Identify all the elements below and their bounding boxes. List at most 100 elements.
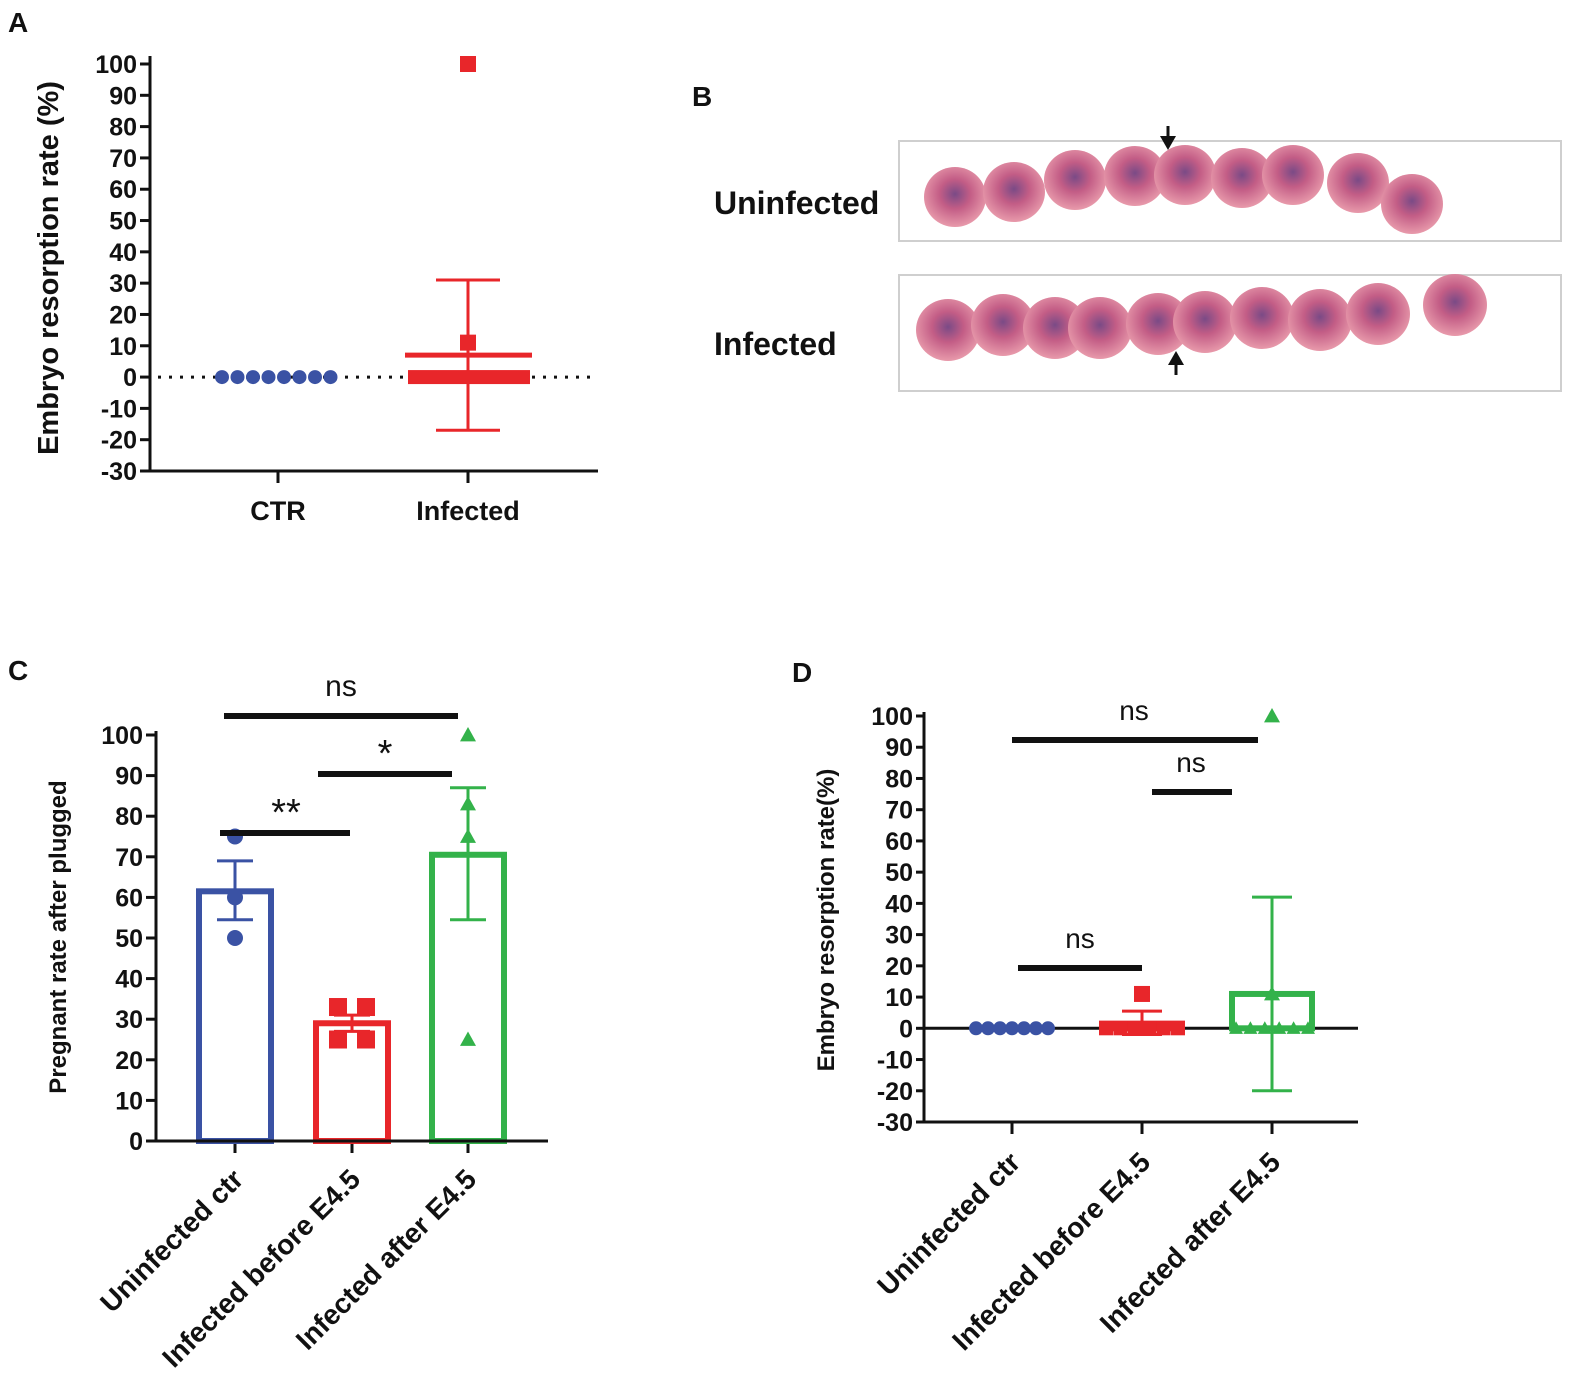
y-tick-label: 0 <box>899 1015 913 1043</box>
data-point-ctr <box>215 370 229 385</box>
y-tick-label: 0 <box>129 1128 143 1156</box>
chart-d-plot <box>922 708 1358 1124</box>
y-tick-label: 30 <box>885 922 913 950</box>
sig-label-d-ns-wide: ns <box>1119 695 1149 726</box>
chart-d-ylabel: Embryo resorption rate(%) <box>813 769 840 1072</box>
embryo <box>971 294 1035 356</box>
y-tick-label: 40 <box>109 239 137 267</box>
chart-c-ylabel: Pregnant rate after plugged <box>45 780 72 1093</box>
chart-a-ylabel: Embryo resorption rate (%) <box>33 81 65 455</box>
embryo <box>1423 274 1487 336</box>
data-point-ctr <box>261 370 276 385</box>
y-tick-label: 60 <box>115 884 143 912</box>
data-point-ctr <box>277 370 291 385</box>
data-point-ctr <box>292 370 307 385</box>
y-tick-label: 90 <box>115 763 143 791</box>
x-category-label: Infected <box>416 496 520 526</box>
photo-label-infected: Infected <box>714 326 837 362</box>
y-tick-label: 100 <box>101 722 143 750</box>
y-tick-label: 70 <box>115 844 143 872</box>
y-tick-label: 90 <box>885 734 913 762</box>
y-tick-label: 80 <box>115 803 143 831</box>
embryo <box>1044 150 1106 210</box>
embryo <box>1230 287 1294 349</box>
data-point <box>1171 1021 1185 1036</box>
embryo <box>1173 291 1237 353</box>
embryo <box>1126 293 1190 355</box>
y-tick-label: 10 <box>115 1087 143 1115</box>
arrow-down-icon <box>1160 126 1176 150</box>
y-tick-label: 50 <box>885 859 913 887</box>
y-tick-label: 20 <box>885 953 913 981</box>
y-tick-label: 60 <box>885 828 913 856</box>
y-tick-label: 40 <box>885 890 913 918</box>
bar-2 <box>313 1020 391 1145</box>
embryo <box>924 167 986 227</box>
data-point <box>460 727 476 742</box>
data-point <box>329 1030 347 1049</box>
embryo-photo-panel: Uninfected Infected <box>714 126 1562 392</box>
embryo-row-infected <box>916 274 1487 361</box>
y-tick-label: 50 <box>115 925 143 953</box>
embryo <box>983 162 1045 222</box>
y-tick-label: 30 <box>115 1006 143 1034</box>
data-point <box>1127 1021 1142 1036</box>
data-point-ctr <box>230 370 245 385</box>
embryo <box>1327 153 1389 213</box>
data-point <box>1257 1021 1272 1034</box>
sig-label-c-doublestar: ** <box>271 792 301 834</box>
embryo <box>1211 148 1273 208</box>
data-point <box>981 1021 995 1036</box>
y-tick-label: 70 <box>885 797 913 825</box>
y-tick-label: -30 <box>877 1109 913 1137</box>
embryo <box>1068 297 1132 359</box>
data-point <box>993 1021 1007 1036</box>
chart-a-categories: CTR Infected <box>250 471 520 526</box>
x-category-label: CTR <box>250 496 306 526</box>
data-point <box>1029 1021 1043 1036</box>
data-point <box>1099 1021 1113 1036</box>
chart-c-significance: ns * ** <box>220 670 458 836</box>
y-tick-label: 40 <box>115 966 143 994</box>
data-point-ctr <box>323 370 338 385</box>
bar-1 <box>196 888 274 1144</box>
data-point <box>1264 708 1280 723</box>
x-category-label: Infected before E4.5 <box>156 1163 366 1373</box>
y-tick-label: -20 <box>877 1078 913 1106</box>
data-point <box>1272 1021 1287 1034</box>
embryo <box>1023 297 1087 359</box>
embryo <box>1262 145 1324 205</box>
data-point <box>357 998 375 1017</box>
panel-letter-d: D <box>792 657 812 688</box>
chart-a: Embryo resorption rate (%) 1009080706050… <box>33 51 598 526</box>
data-point <box>357 1030 375 1049</box>
data-point <box>329 998 347 1017</box>
panel-letter-b: B <box>692 81 712 112</box>
data-point <box>1264 985 1280 1001</box>
y-tick-label: 50 <box>109 208 137 236</box>
chart-d: Embryo resorption rate(%) 10090807060504… <box>813 695 1358 1356</box>
embryo <box>1346 283 1410 345</box>
chart-d-significance: ns ns ns <box>1012 695 1258 971</box>
embryo-row-uninfected <box>924 145 1443 234</box>
y-tick-label: 60 <box>109 176 137 204</box>
sig-label-d-ns-left: ns <box>1065 923 1095 954</box>
data-point <box>1301 1021 1315 1034</box>
data-point <box>1134 985 1150 1002</box>
data-point <box>1156 1021 1171 1036</box>
data-point <box>1041 1021 1055 1036</box>
y-tick-label: 10 <box>885 984 913 1012</box>
sig-label-c-star: * <box>378 733 393 775</box>
chart-a-plot <box>148 56 598 473</box>
data-point <box>1113 1021 1128 1036</box>
data-point-infected <box>460 334 476 351</box>
data-point <box>1017 1021 1031 1036</box>
y-tick-label: -20 <box>101 427 137 455</box>
data-point <box>227 930 243 946</box>
y-tick-label: 80 <box>885 765 913 793</box>
data-point <box>227 889 243 906</box>
y-tick-label: 30 <box>109 270 137 298</box>
